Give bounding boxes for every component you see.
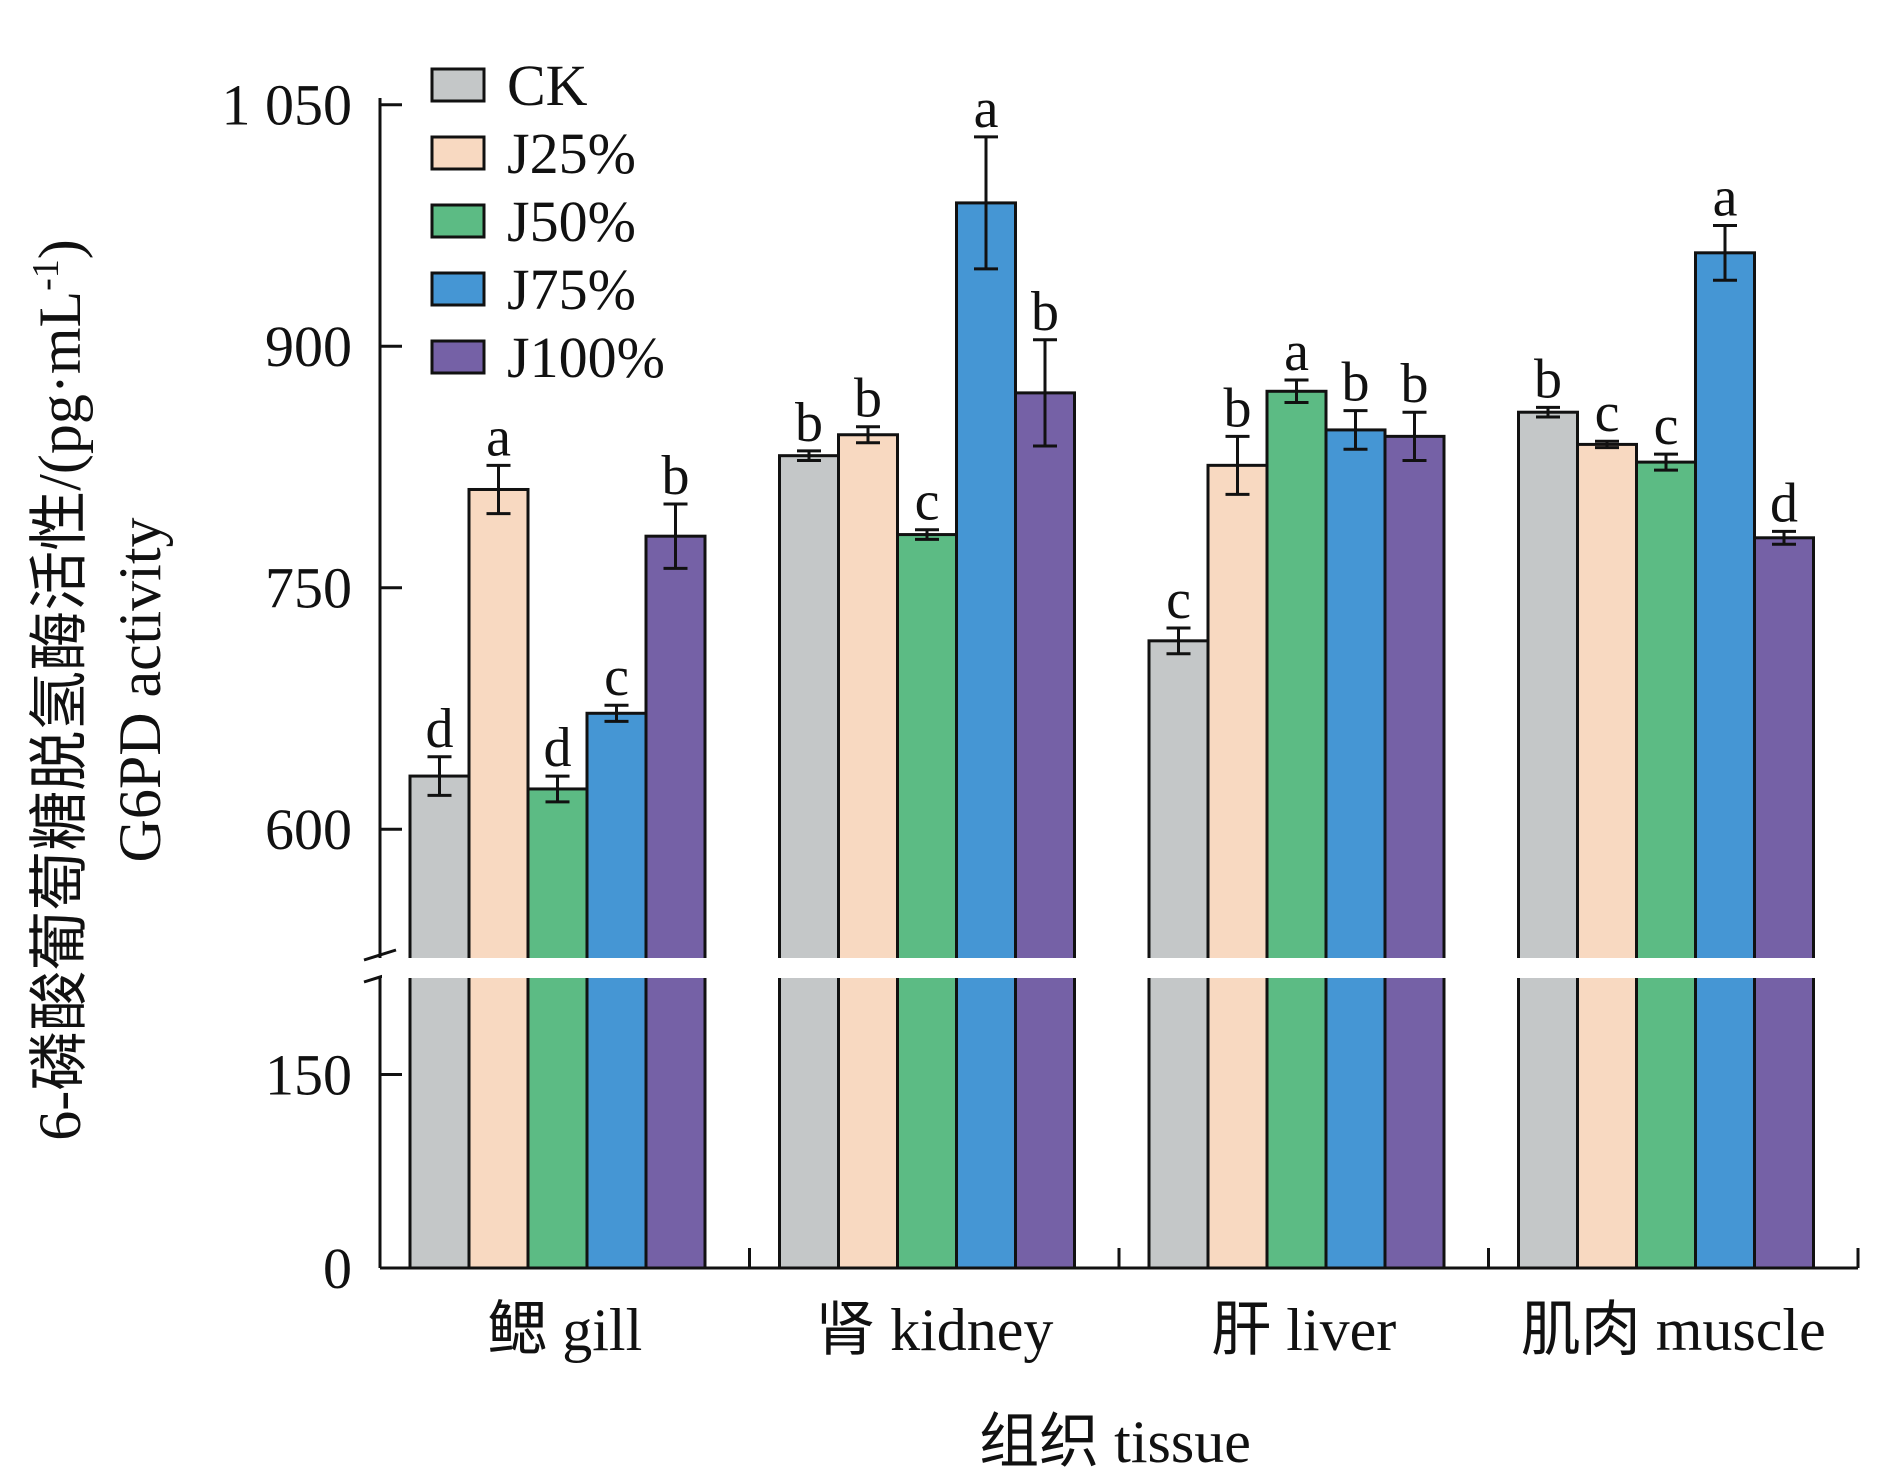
bar: [585, 711, 648, 1270]
bar: [778, 454, 840, 1270]
y-tick-label: 900: [265, 314, 352, 379]
y-tick-label: 750: [265, 556, 352, 621]
bar: [1517, 410, 1579, 1270]
bar: [896, 533, 958, 1270]
bar: [1383, 434, 1446, 1270]
significance-letter: b: [1534, 348, 1562, 410]
y-tick-label: 600: [265, 797, 352, 862]
significance-letter: a: [486, 406, 511, 468]
significance-letter: c: [1595, 382, 1620, 444]
significance-letter: a: [974, 78, 999, 140]
significance-letter: d: [1770, 472, 1798, 534]
y-tick-label: 0: [323, 1236, 352, 1301]
legend-label: CK: [507, 53, 588, 118]
significance-letter: c: [915, 471, 940, 533]
bar: [644, 534, 707, 1270]
legend-label: J75%: [507, 257, 636, 322]
significance-letter: b: [1401, 353, 1429, 415]
bar: [1753, 536, 1815, 1270]
y-axis-title-line2: G6PD activity: [107, 518, 173, 863]
bar: [1265, 389, 1328, 1270]
bar: [1635, 460, 1697, 1270]
bar: [467, 487, 530, 1270]
category-label: 肝 liver: [1211, 1297, 1396, 1363]
axis-break-mark-top: [363, 948, 397, 962]
significance-letter: b: [1224, 377, 1252, 439]
legend-label: J25%: [507, 121, 636, 186]
legend-swatch: [430, 67, 486, 103]
legend-swatch: [430, 135, 486, 171]
significance-letter: a: [1284, 321, 1309, 383]
bar: [1324, 428, 1387, 1270]
significance-letter: c: [1654, 395, 1679, 457]
legend-swatch: [430, 271, 486, 307]
bar: [1206, 463, 1269, 1270]
bar: [1694, 251, 1756, 1270]
y-tick-label: 150: [265, 1043, 352, 1108]
x-axis-title: 组织 tissue: [979, 1409, 1251, 1470]
significance-letter: b: [854, 368, 882, 430]
significance-letter: c: [604, 646, 629, 708]
legend-swatch: [430, 203, 486, 239]
significance-letter: b: [795, 392, 823, 454]
significance-letter: a: [1713, 166, 1738, 228]
bar: [1576, 442, 1638, 1270]
significance-letter: b: [1031, 281, 1059, 343]
bar: [837, 433, 899, 1270]
y-axis-title-line1: 6-磷酸葡萄糖脱氢酶活性/(pg·mL-1): [25, 239, 93, 1141]
significance-letter: d: [544, 717, 572, 779]
category-label: 肌肉 muscle: [1521, 1297, 1826, 1363]
significance-letter: b: [662, 445, 690, 507]
bar: [1147, 639, 1210, 1270]
bar: [955, 201, 1017, 1270]
category-label: 肾 kidney: [815, 1297, 1053, 1363]
legend-label: J50%: [507, 189, 636, 254]
y-axis-title-close: ): [27, 239, 93, 259]
legend-label: J100%: [507, 325, 665, 390]
y-axis-title-main: 6-磷酸葡萄糖脱氢酶活性/(pg·mL: [27, 291, 93, 1141]
bar: [408, 774, 471, 1270]
significance-letter: b: [1342, 352, 1370, 414]
y-tick-label: 1 050: [222, 73, 353, 138]
legend-swatch: [430, 339, 486, 375]
bar: [1014, 391, 1076, 1270]
category-label: 鳃 gill: [487, 1297, 642, 1363]
significance-letter: c: [1166, 569, 1191, 631]
y-axis-title-superscript: -1: [25, 259, 67, 291]
significance-letter: d: [426, 698, 454, 760]
bar: [526, 787, 589, 1270]
axis-break-gap: [382, 958, 1858, 978]
